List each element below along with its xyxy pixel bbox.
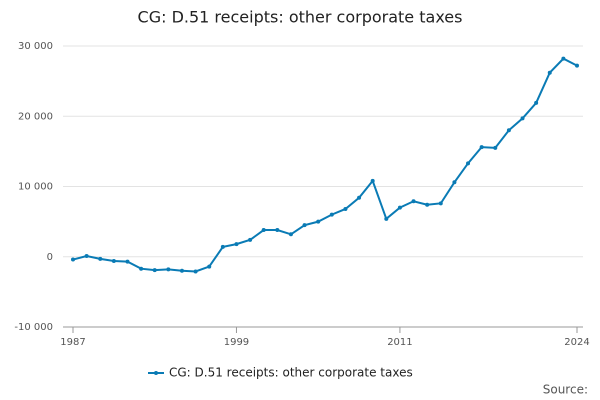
legend-label: CG: D.51 receipts: other corporate taxes [169, 366, 413, 380]
y-tick-label: 0 [47, 252, 53, 263]
y-tick-label: 30 000 [18, 41, 53, 52]
x-tick-label: 1987 [60, 337, 85, 348]
point [397, 205, 402, 210]
point [288, 232, 293, 237]
point [302, 223, 307, 228]
point [166, 267, 171, 272]
point [84, 254, 89, 259]
point [98, 256, 103, 261]
point [547, 70, 552, 75]
point [125, 259, 130, 264]
point [357, 195, 362, 200]
point [343, 206, 348, 211]
x-tick-label: 2011 [387, 337, 412, 348]
y-tick-label: 10 000 [18, 182, 53, 193]
point [71, 257, 75, 262]
point [261, 228, 266, 233]
point [370, 178, 375, 183]
point [561, 56, 566, 61]
point [506, 128, 511, 133]
point [520, 116, 525, 121]
point [534, 100, 539, 105]
point [316, 219, 321, 224]
chart-title: CG: D.51 receipts: other corporate taxes [138, 8, 463, 27]
point [452, 180, 457, 185]
point [411, 199, 416, 204]
point [493, 145, 498, 150]
line [72, 57, 578, 273]
x-tick-label: 2024 [564, 337, 589, 348]
point [179, 268, 184, 273]
point [193, 269, 198, 274]
point [111, 258, 116, 263]
point [152, 268, 157, 273]
point [139, 266, 144, 271]
source: Source: [543, 383, 588, 397]
point [466, 161, 471, 166]
point [575, 63, 579, 68]
x-tick-label: 1999 [224, 337, 249, 348]
y-tick-label: -10 000 [14, 322, 53, 333]
point [275, 228, 280, 233]
point [207, 264, 212, 269]
point [479, 145, 484, 150]
point [438, 201, 443, 206]
y-tick-label: 20 000 [18, 111, 53, 122]
point [329, 212, 334, 217]
point [220, 244, 225, 249]
point [234, 242, 239, 247]
legend-swatch [154, 371, 158, 375]
point [425, 202, 430, 207]
point [248, 237, 253, 242]
point [384, 216, 389, 221]
